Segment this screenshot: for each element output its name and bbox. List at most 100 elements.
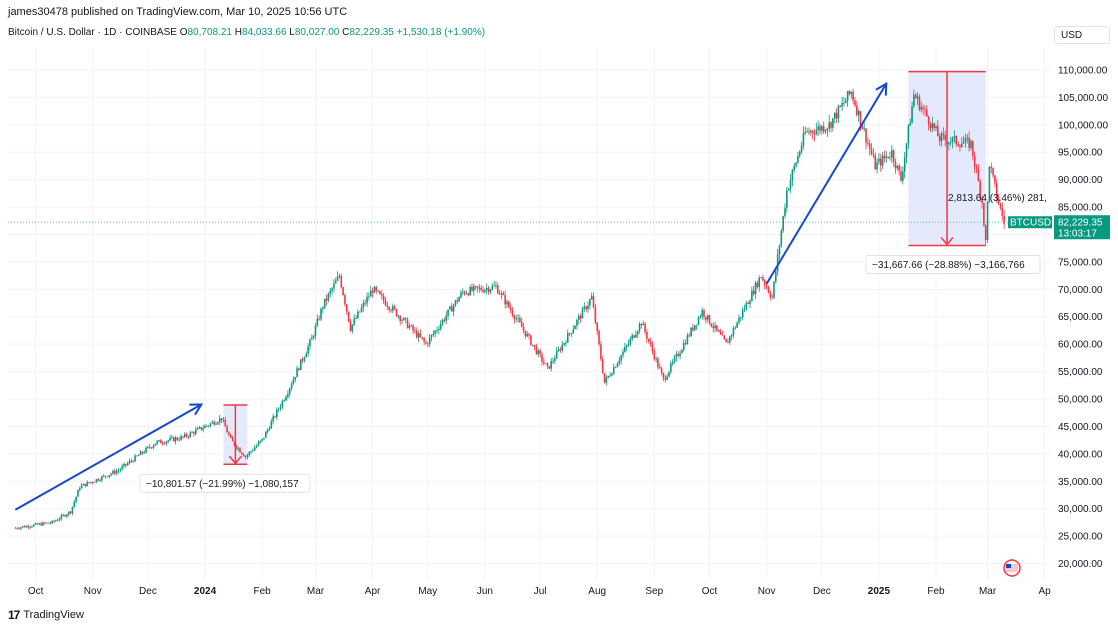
candle-body <box>316 318 319 326</box>
publisher-line: james30478 published on TradingView.com,… <box>8 6 348 18</box>
candle-body <box>67 511 70 515</box>
candle-body <box>756 282 759 288</box>
candle-body <box>21 526 24 528</box>
candle-body <box>338 275 341 277</box>
candle-body <box>55 520 57 522</box>
candle-body <box>699 316 702 318</box>
candle-body <box>207 425 210 427</box>
candle-body <box>95 479 98 483</box>
candle-body <box>375 287 378 291</box>
candle-body <box>666 376 668 380</box>
partial-measure-label: 2,813.64 (3.46%) 281, <box>948 193 1047 204</box>
candle-body <box>482 290 484 293</box>
candle-body <box>369 290 372 297</box>
candle-body <box>590 296 593 300</box>
candle-body <box>373 287 376 293</box>
candle-body <box>174 437 177 442</box>
grid-lines <box>8 48 1052 580</box>
candle-body <box>659 367 661 369</box>
candle-body <box>962 142 965 144</box>
change-value: +1,530.18 (+1.90%) <box>396 27 486 38</box>
candle-body <box>25 526 28 528</box>
price-tick-label: 75,000.00 <box>1058 257 1103 268</box>
time-tick-label: Mar <box>307 586 325 597</box>
candle-body <box>252 450 254 452</box>
candle-body <box>504 295 506 305</box>
candle-body <box>596 322 599 331</box>
candle-body <box>543 361 545 364</box>
price-axis[interactable]: 20,000.00 25,000.00 30,000.00 35,000.00 40,0… <box>1058 65 1108 570</box>
candle-body <box>158 440 160 442</box>
candle-body <box>675 353 678 358</box>
candle-body <box>292 379 295 385</box>
candle-body <box>493 285 495 287</box>
candle-body <box>868 143 871 149</box>
candle-body <box>629 338 632 344</box>
candle-body <box>531 344 534 346</box>
price-tick-label: 50,000.00 <box>1058 395 1103 406</box>
candle-body <box>970 140 972 149</box>
candle-body <box>642 323 645 326</box>
candle-body <box>427 343 429 345</box>
candle-body <box>968 137 970 149</box>
candle-body <box>183 434 186 437</box>
price-tick-label: 20,000.00 <box>1058 559 1103 570</box>
candle-body <box>841 103 843 107</box>
time-tick-label: Aug <box>588 586 606 597</box>
candle-body <box>169 437 171 441</box>
tradingview-logo[interactable]: 17 TradingView <box>8 608 84 622</box>
candle-body <box>802 132 805 146</box>
candle-body <box>986 201 989 241</box>
tradingview-logo-icon: 17 <box>8 608 20 622</box>
candle-body <box>611 373 613 376</box>
candle-body <box>452 305 455 312</box>
candle-body <box>390 309 392 311</box>
candle-body <box>743 309 746 311</box>
candle-body <box>679 353 681 356</box>
candle-body <box>49 522 52 524</box>
candle-body <box>809 130 812 133</box>
candle-body <box>942 133 945 135</box>
candle-body <box>513 315 516 320</box>
candle-body <box>75 496 77 502</box>
candle-body <box>285 396 287 401</box>
currency-selector[interactable]: USD <box>1054 26 1110 44</box>
candle-body <box>885 156 888 158</box>
candle-body <box>450 306 453 312</box>
candle-body <box>832 118 834 128</box>
candle-body <box>708 315 711 324</box>
candle-body <box>776 254 779 272</box>
candle-body <box>618 360 621 364</box>
candle-body <box>467 293 470 296</box>
time-tick-label: Oct <box>28 586 44 597</box>
candle-body <box>314 325 317 336</box>
candle-body <box>101 476 103 481</box>
symbol-ohlc-line: Bitcoin / U.S. Dollar · 1D · COINBASE O8… <box>8 27 485 38</box>
candle-body <box>981 197 983 203</box>
candle-body <box>218 418 221 423</box>
candle-body <box>64 514 66 517</box>
measure-label: −31,667.66 (−28.88%) −3,166,766 <box>872 260 1025 271</box>
candle-body <box>657 358 659 368</box>
candle-body <box>242 454 245 457</box>
candle-body <box>508 301 510 308</box>
close-label: C <box>342 27 350 38</box>
candle-body <box>589 299 591 306</box>
candle-body <box>80 485 83 489</box>
candle-body <box>830 122 832 128</box>
candle-body <box>552 360 554 362</box>
candle-body <box>73 501 76 507</box>
candle-body <box>907 125 910 144</box>
candle-body <box>920 107 923 110</box>
candle-body <box>86 482 88 487</box>
candle-body <box>415 330 418 338</box>
candle-body <box>717 330 720 332</box>
candle-body <box>209 423 212 426</box>
candle-body <box>187 436 190 438</box>
candle-body <box>196 428 199 430</box>
flag-icon[interactable] <box>1003 559 1021 577</box>
candle-body <box>881 155 884 166</box>
candle-body <box>414 330 416 332</box>
time-axis[interactable]: Oct Nov Dec 2024 Feb Mar Apr May Jun Jul Aug Sep Oct… <box>28 586 1051 597</box>
